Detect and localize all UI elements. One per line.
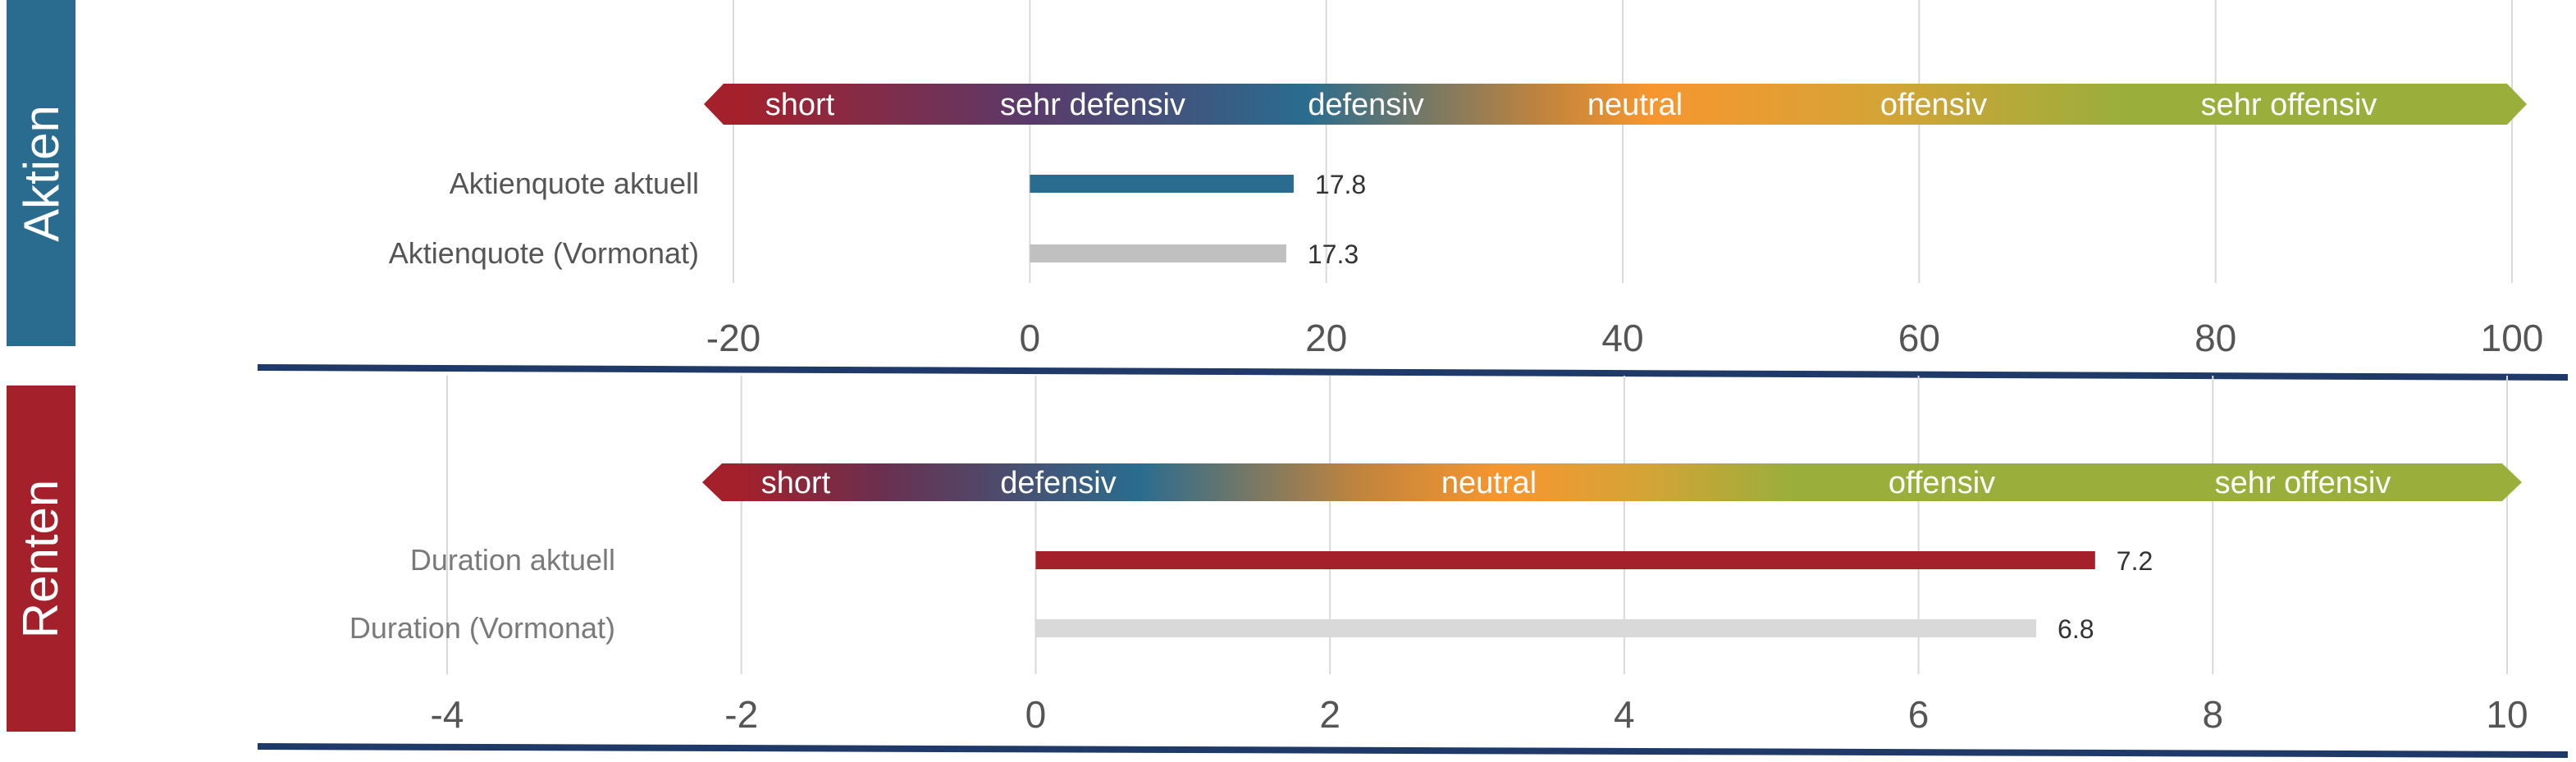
renten-bar-current bbox=[1035, 551, 2095, 569]
aktien-category-label: Aktienquote (Vormonat) bbox=[389, 236, 699, 270]
aktien-tick-label: 40 bbox=[1601, 317, 1643, 359]
renten-data-label: 6.8 bbox=[2058, 614, 2094, 644]
aktien-zone-arrow bbox=[704, 84, 2527, 125]
renten-bar-previous bbox=[1035, 619, 2037, 637]
renten-tick-label: 4 bbox=[1614, 693, 1635, 736]
aktien-tick-label: 100 bbox=[2481, 317, 2544, 359]
aktien-category-label: Aktienquote aktuell bbox=[450, 167, 699, 200]
renten-panel-tab: Renten bbox=[7, 386, 75, 732]
aktien-chart: short sehr defensiv defensiv neutral offensi… bbox=[257, 0, 2569, 381]
renten-tick-label: 6 bbox=[1908, 693, 1930, 736]
renten-zone-arrow bbox=[702, 463, 2522, 501]
aktien-zone-label: offensiv bbox=[1880, 88, 1987, 122]
aktien-zone-label: sehr defensiv bbox=[1000, 88, 1185, 122]
renten-tick-label: 8 bbox=[2202, 693, 2223, 736]
aktien-tick-label: 0 bbox=[1020, 317, 1041, 359]
aktien-tick-label: -20 bbox=[706, 317, 760, 359]
aktien-bar-previous bbox=[1030, 244, 1286, 262]
aktien-tick-label: 20 bbox=[1305, 317, 1347, 359]
aktien-tick-label: 80 bbox=[2195, 317, 2236, 359]
aktien-axis-baseline bbox=[257, 364, 2569, 381]
renten-zone-label: neutral bbox=[1441, 466, 1537, 500]
aktien-zone-label: short bbox=[765, 88, 835, 122]
renten-tick-label: 0 bbox=[1025, 693, 1047, 736]
aktien-data-label: 17.3 bbox=[1308, 240, 1359, 269]
renten-tick-label: -4 bbox=[431, 693, 464, 736]
renten-chart: short defensiv neutral offensiv sehr offensi… bbox=[257, 376, 2569, 758]
aktien-data-label: 17.8 bbox=[1315, 170, 1366, 199]
renten-axis-baseline bbox=[257, 743, 2569, 758]
renten-zone-label: defensiv bbox=[1000, 466, 1117, 500]
aktien-panel-tab: Aktien bbox=[7, 0, 75, 346]
aktien-zone-label: sehr offensiv bbox=[2201, 88, 2377, 122]
renten-zone-label: short bbox=[761, 466, 831, 500]
renten-category-label: Duration aktuell bbox=[410, 543, 615, 577]
renten-tick-label: -2 bbox=[724, 693, 758, 736]
renten-data-label: 7.2 bbox=[2117, 546, 2153, 576]
renten-category-label: Duration (Vormonat) bbox=[349, 611, 615, 645]
renten-zone-label: offensiv bbox=[1889, 466, 1995, 500]
renten-tick-label: 2 bbox=[1319, 693, 1341, 736]
aktien-bar-current bbox=[1030, 175, 1294, 193]
aktien-tick-label: 60 bbox=[1898, 317, 1940, 359]
aktien-zone-label: defensiv bbox=[1308, 88, 1424, 122]
renten-tick-label: 10 bbox=[2486, 693, 2528, 736]
renten-zone-label: sehr offensiv bbox=[2215, 466, 2391, 500]
aktien-zone-label: neutral bbox=[1587, 88, 1683, 122]
